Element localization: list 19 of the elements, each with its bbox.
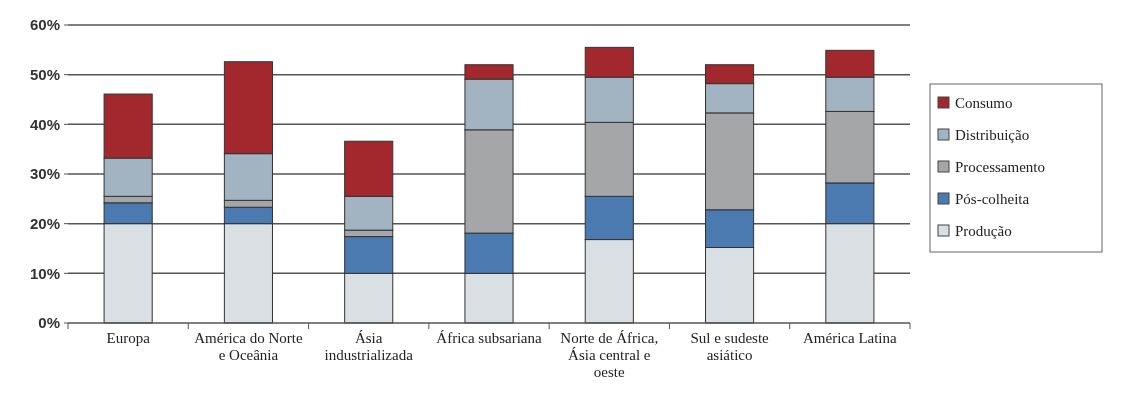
legend-label: Produção xyxy=(955,223,1012,240)
x-tick-label: América Latina xyxy=(803,330,898,346)
legend-label: Pós-colheita xyxy=(955,191,1030,208)
x-tick-label: Ásia industrializada xyxy=(324,330,414,363)
x-tick-label: Europa xyxy=(106,330,151,346)
x-tick-label: Norte de África, Ásia central e oeste xyxy=(560,330,659,380)
legend-label: Consumo xyxy=(955,95,1013,112)
x-tick-label: América do Norte e Oceânia xyxy=(194,330,303,363)
x-tick-label: Sul e sudeste asiático xyxy=(690,330,770,363)
y-tick-label: 60% xyxy=(29,16,60,34)
y-tick-label: 30% xyxy=(29,165,60,183)
y-tick-label: 50% xyxy=(29,65,60,83)
legend-label: Processamento xyxy=(955,159,1045,176)
y-tick-label: 10% xyxy=(29,264,60,282)
y-tick-label: 40% xyxy=(29,115,60,133)
y-tick-label: 20% xyxy=(29,214,60,232)
legend-label: Distribuição xyxy=(955,127,1030,144)
x-tick-label: África subsariana xyxy=(436,330,543,346)
y-tick-label: 0% xyxy=(38,314,60,332)
